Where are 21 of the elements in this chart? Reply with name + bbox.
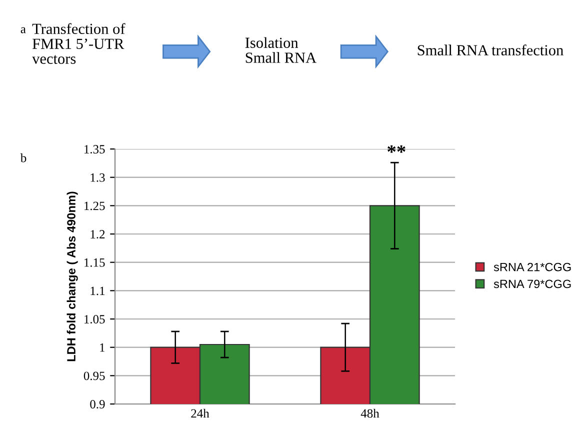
y-axis-title: LDH fold change ( Abs 490nm)	[66, 192, 78, 362]
y-tick-label: 1.25	[84, 202, 105, 210]
y-tick-label: 0.95	[84, 372, 105, 380]
y-tick-label: 1	[100, 343, 105, 352]
y-tick-label: 1.05	[84, 315, 105, 324]
annotation: **	[388, 145, 406, 153]
text: Isolation Small RNA	[245, 37, 316, 63]
y-tick-label: 1.2	[90, 230, 105, 239]
legend-label: sRNA 21*CGG	[494, 262, 571, 272]
text: a	[20, 27, 26, 34]
legend-label: sRNA 79*CGG	[494, 280, 571, 288]
y-tick-label: 1.35	[84, 145, 105, 154]
y-tick-label: 1.3	[90, 173, 105, 182]
text: Small RNA transfection	[418, 44, 564, 56]
x-tick-label: 48h	[360, 408, 380, 418]
text: Transfection of FMR1 5’-UTR vectors	[32, 23, 126, 64]
text: b	[20, 153, 26, 162]
y-tick-label: 1.15	[84, 258, 105, 267]
y-tick-label: 1.1	[90, 286, 105, 296]
y-tick-label: 0.9	[90, 400, 105, 409]
x-tick-label: 24h	[191, 408, 210, 418]
